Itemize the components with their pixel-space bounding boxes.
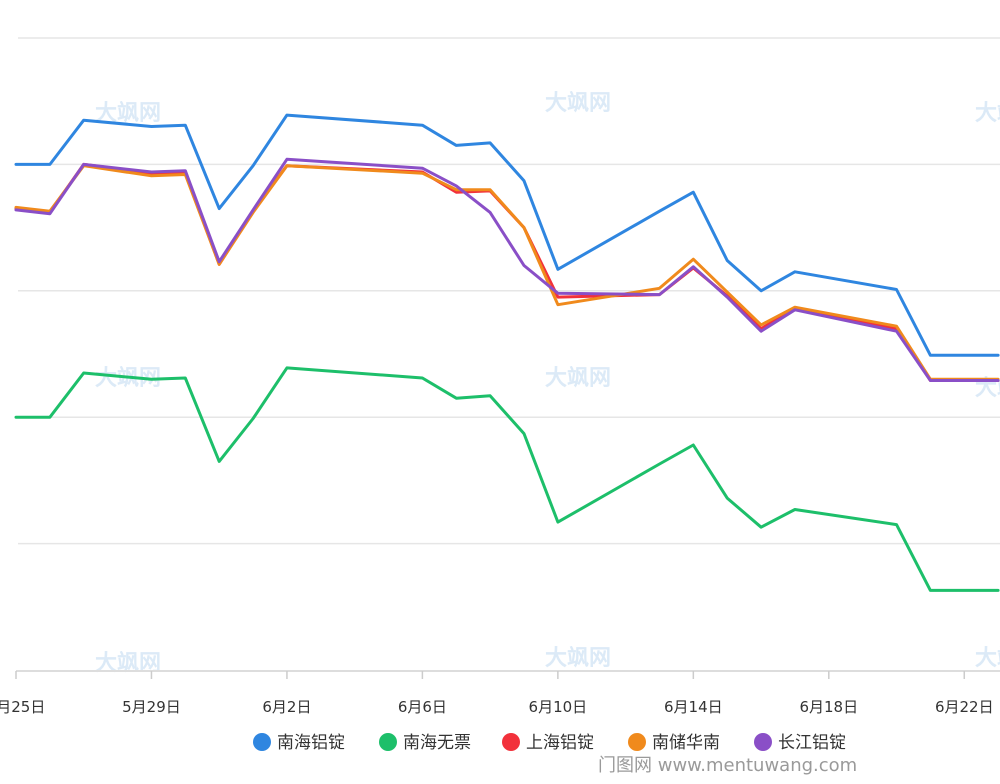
legend-marker-1 <box>253 733 271 751</box>
legend-label-3: 上海铝锭 <box>526 733 594 753</box>
x-tick-label-6: 6月14日 <box>664 698 723 716</box>
legend-item-5[interactable]: 长江铝锭 <box>754 733 846 753</box>
legend-label-4: 南储华南 <box>652 733 720 753</box>
legend-marker-4 <box>628 733 646 751</box>
x-tick-label-1: 5月25日 <box>0 698 45 716</box>
series-layer <box>14 113 1000 592</box>
legend-label-2: 南海无票 <box>403 733 471 753</box>
legend-item-2[interactable]: 南海无票 <box>379 733 471 753</box>
grid-lines <box>18 37 1000 545</box>
legend-item-4[interactable]: 南储华南 <box>628 733 720 753</box>
legend-label-5: 长江铝锭 <box>778 733 846 753</box>
watermark-logo-2: 大飒网 <box>545 91 611 116</box>
watermark-logo-3: 大飒网 <box>975 101 1000 126</box>
legend-marker-3 <box>502 733 520 751</box>
x-tick-label-5: 6月10日 <box>529 698 588 716</box>
watermark-layer: 大飒网大飒网大飒网大飒网大飒网大飒网大飒网大飒网大飒网 <box>95 91 1000 676</box>
x-tick-label-2: 5月29日 <box>122 698 181 716</box>
series-line-5 <box>14 157 1000 382</box>
legend-item-1[interactable]: 南海铝锭 <box>253 733 345 753</box>
legend-marker-5 <box>754 733 772 751</box>
legend-label-1: 南海铝锭 <box>277 733 345 753</box>
bottom-watermark-text: 门图网 www.mentuwang.com <box>598 755 857 776</box>
series-line-4 <box>14 164 1000 381</box>
x-axis: 5月25日 5月29日 6月2日 6月6日 6月10日 6月14日 6月18日 6月22日 <box>0 670 1000 716</box>
series-line-1 <box>14 113 1000 357</box>
x-tick-label-7: 6月18日 <box>799 698 858 716</box>
watermark-logo-8: 大飒网 <box>545 646 611 671</box>
series-line-2 <box>14 366 1000 592</box>
legend-item-3[interactable]: 上海铝锭 <box>502 733 594 753</box>
legend-marker-2 <box>379 733 397 751</box>
series-line-3 <box>14 162 1000 382</box>
watermark-logo-9: 大飒网 <box>975 646 1000 671</box>
x-tick-label-3: 6月2日 <box>262 698 311 716</box>
watermark-logo-4: 大飒网 <box>545 366 611 391</box>
x-tick-label-4: 6月6日 <box>398 698 447 716</box>
x-tick-label-8: 6月22日 <box>935 698 994 716</box>
legend[interactable]: 南海铝锭 南海无票 上海铝锭 南储华南 长江铝锭 <box>253 733 846 753</box>
